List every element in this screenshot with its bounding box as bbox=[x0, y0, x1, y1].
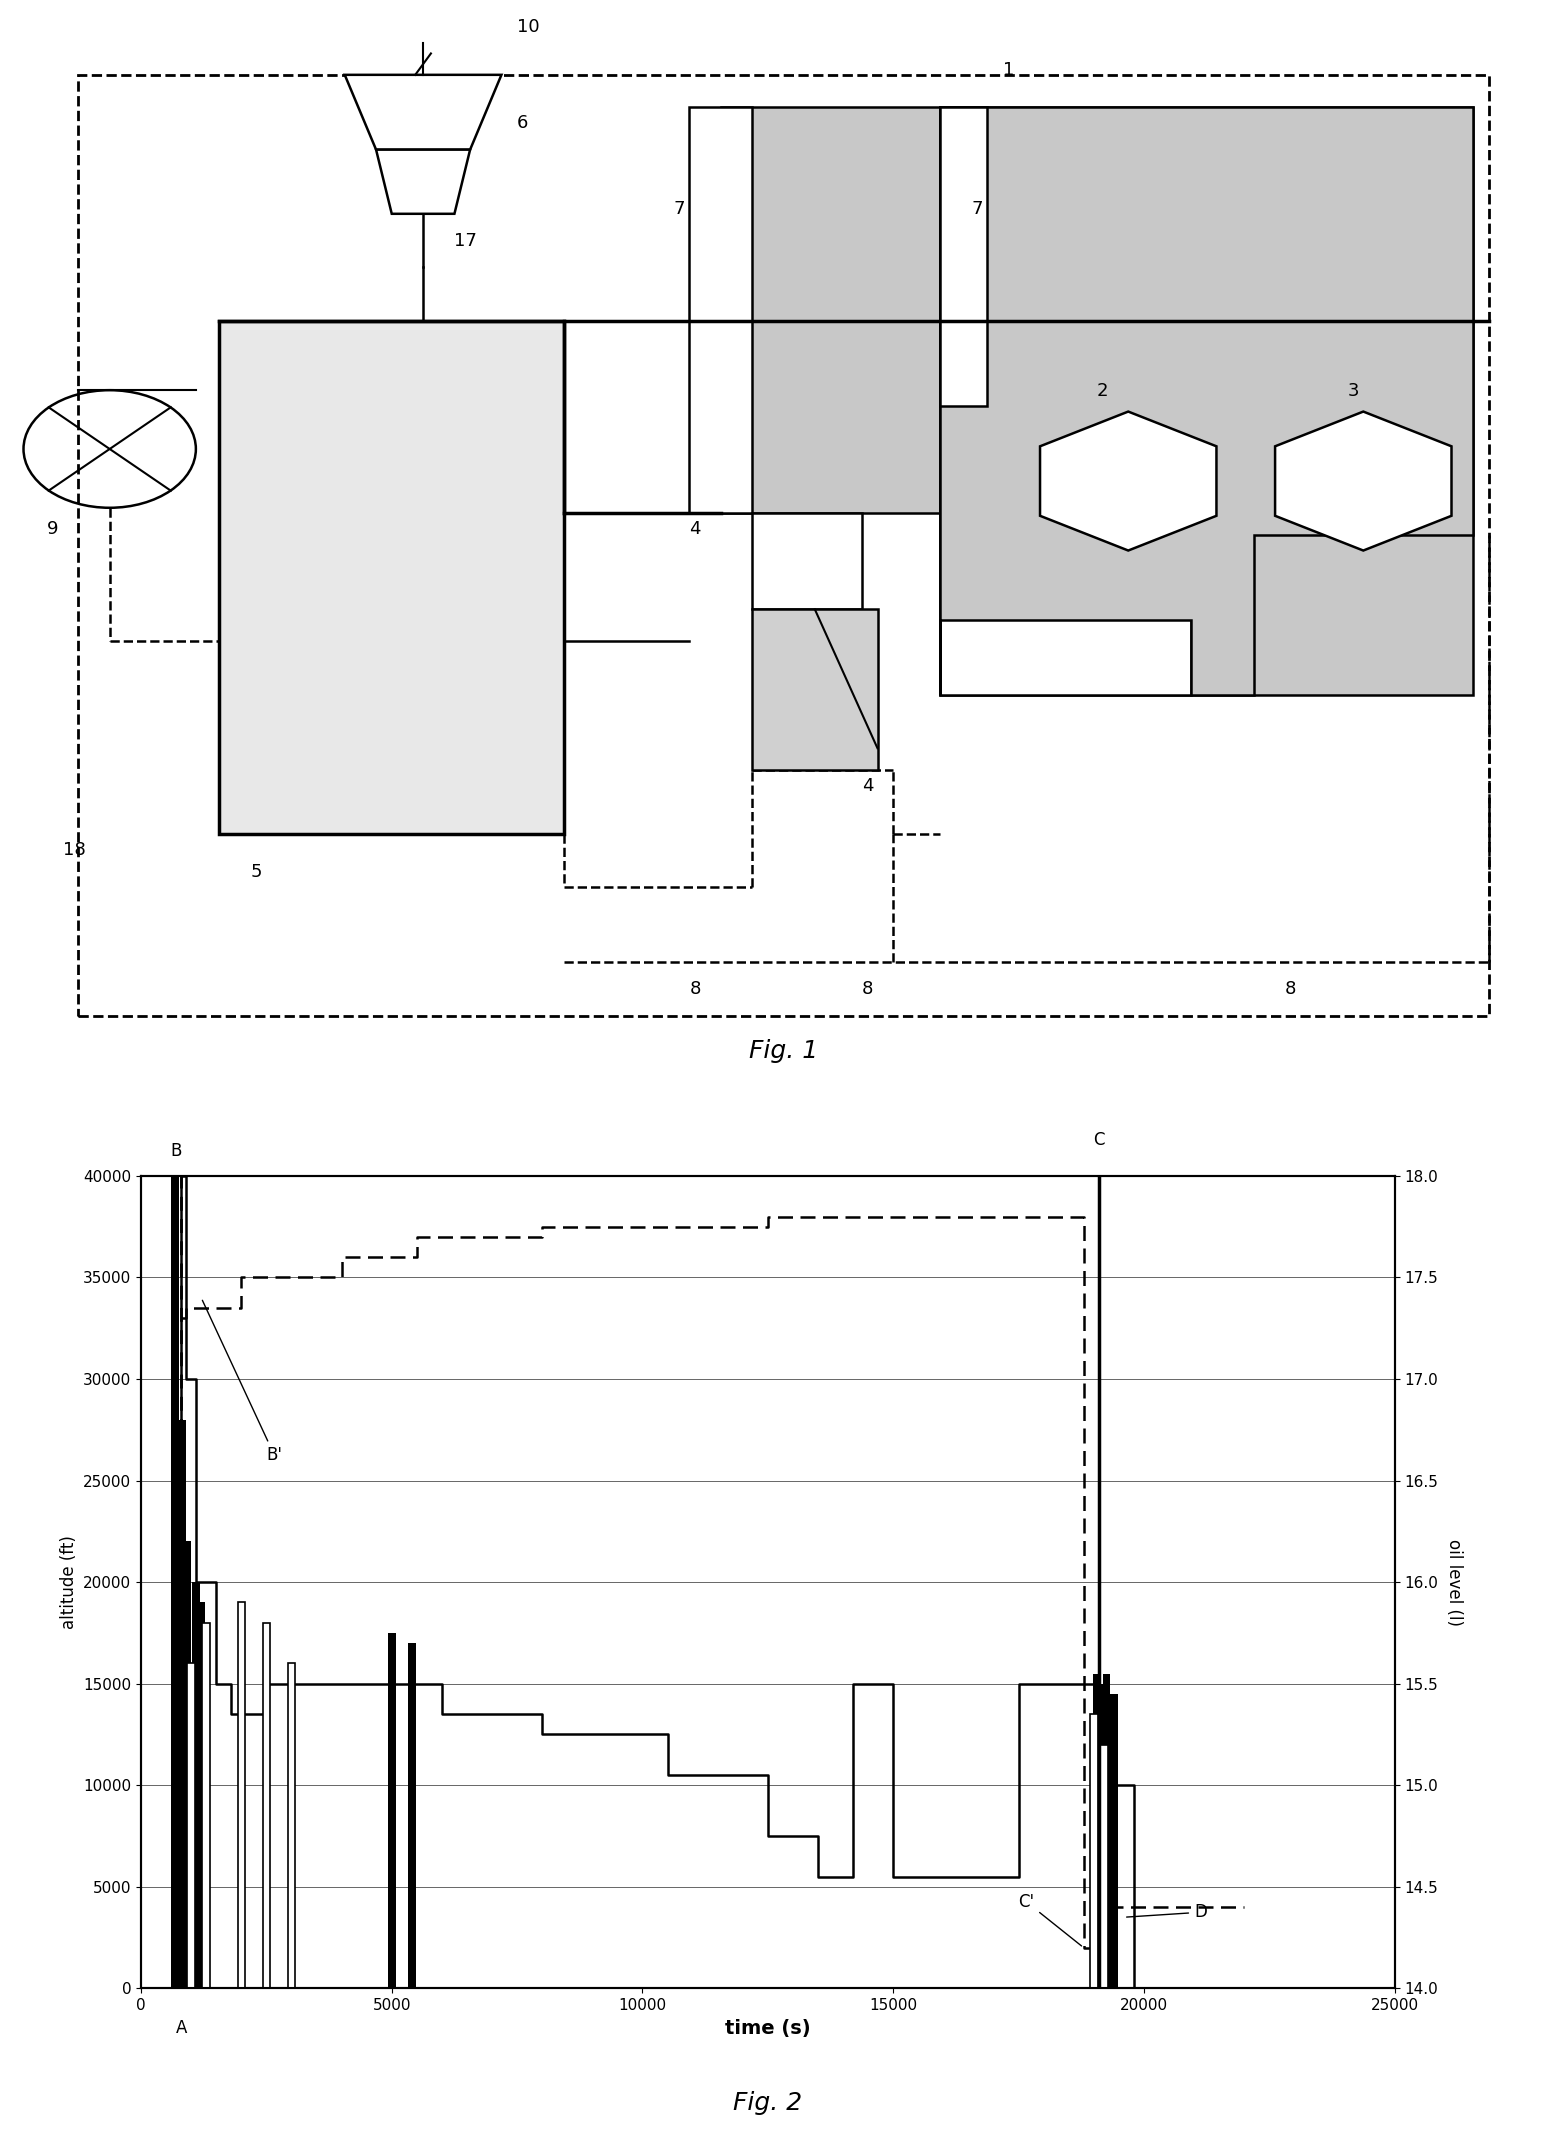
Text: 5: 5 bbox=[251, 862, 262, 881]
Bar bbox=[193, 1582, 201, 1988]
Bar bbox=[752, 513, 862, 609]
Polygon shape bbox=[1276, 410, 1451, 549]
Text: 4: 4 bbox=[862, 776, 873, 795]
Text: A: A bbox=[176, 2018, 186, 2038]
Bar bbox=[407, 1642, 415, 1988]
Polygon shape bbox=[376, 150, 470, 214]
Text: 9: 9 bbox=[47, 520, 58, 539]
Bar bbox=[1100, 1745, 1108, 1988]
Bar bbox=[179, 1420, 186, 1988]
Bar bbox=[288, 1663, 295, 1988]
Bar bbox=[940, 107, 1473, 695]
Text: 1: 1 bbox=[1003, 60, 1014, 79]
X-axis label: time (s): time (s) bbox=[726, 2018, 810, 2038]
Text: 18: 18 bbox=[63, 840, 86, 859]
Text: C': C' bbox=[1019, 1892, 1081, 1946]
Y-axis label: oil level (l): oil level (l) bbox=[1445, 1539, 1464, 1625]
Text: 6: 6 bbox=[517, 113, 528, 133]
Bar bbox=[188, 1663, 194, 1988]
Text: B': B' bbox=[202, 1300, 282, 1465]
Text: B: B bbox=[171, 1142, 182, 1159]
Text: 8: 8 bbox=[862, 979, 873, 998]
Text: 7: 7 bbox=[972, 199, 983, 218]
Bar bbox=[940, 107, 987, 406]
Text: 2: 2 bbox=[1097, 381, 1108, 400]
Bar bbox=[940, 481, 1191, 695]
Text: 8: 8 bbox=[1285, 979, 1296, 998]
Bar bbox=[752, 609, 878, 770]
Bar bbox=[78, 75, 1489, 1016]
Bar bbox=[219, 321, 564, 834]
Bar bbox=[1097, 1685, 1105, 1988]
Bar bbox=[1092, 1674, 1100, 1988]
Text: 10: 10 bbox=[517, 17, 539, 36]
Polygon shape bbox=[345, 75, 501, 150]
Text: D: D bbox=[1127, 1903, 1207, 1922]
Bar bbox=[721, 107, 940, 513]
Text: 3: 3 bbox=[1348, 381, 1359, 400]
Text: Fig. 2: Fig. 2 bbox=[733, 2091, 802, 2114]
Bar bbox=[689, 107, 752, 513]
Bar bbox=[197, 1604, 205, 1988]
Polygon shape bbox=[1040, 410, 1216, 549]
Y-axis label: altitude (ft): altitude (ft) bbox=[60, 1535, 77, 1629]
Text: C: C bbox=[1094, 1131, 1105, 1150]
Bar bbox=[238, 1604, 244, 1988]
Text: Fig. 1: Fig. 1 bbox=[749, 1039, 818, 1063]
Bar bbox=[202, 1623, 210, 1988]
Bar bbox=[263, 1623, 270, 1988]
Polygon shape bbox=[940, 107, 1473, 695]
Bar bbox=[389, 1633, 395, 1988]
Text: 4: 4 bbox=[689, 520, 700, 539]
Bar bbox=[1109, 1693, 1117, 1988]
Bar bbox=[1091, 1715, 1097, 1988]
Text: 8: 8 bbox=[689, 979, 700, 998]
Bar bbox=[1103, 1674, 1109, 1988]
Bar bbox=[183, 1541, 191, 1988]
Bar bbox=[171, 1176, 179, 1988]
Text: 7: 7 bbox=[674, 199, 685, 218]
Text: 17: 17 bbox=[454, 231, 478, 250]
